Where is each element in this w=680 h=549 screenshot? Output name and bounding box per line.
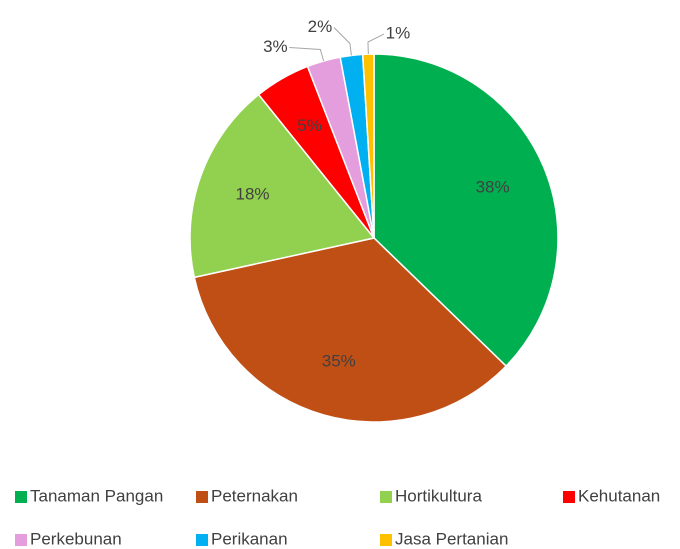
legend-label: Perikanan	[211, 529, 288, 548]
data-label: 5%	[297, 116, 322, 135]
data-label: 35%	[322, 351, 356, 370]
legend-swatch	[380, 534, 392, 546]
legend-swatch	[196, 534, 208, 546]
data-label: 38%	[476, 177, 510, 196]
pie-slice	[189, 93, 376, 279]
legend-label: Jasa Pertanian	[395, 529, 508, 548]
legend-swatch	[563, 491, 575, 503]
data-label: 18%	[236, 185, 270, 204]
pie-slice	[361, 53, 375, 239]
leader-line	[367, 33, 385, 55]
legend-label: Tanaman Pangan	[30, 486, 163, 505]
legend-swatch	[380, 491, 392, 503]
legend-label: Perkebunan	[30, 529, 122, 548]
leader-line	[333, 27, 352, 56]
legend-label: Peternakan	[211, 486, 298, 505]
legend-swatch	[196, 491, 208, 503]
pie-slice	[373, 53, 559, 368]
data-label: 1%	[386, 24, 411, 43]
data-label: 2%	[308, 17, 333, 36]
legend-label: Hortikultura	[395, 486, 482, 505]
pie-slice	[193, 237, 508, 423]
legend-label: Kehutanan	[578, 486, 660, 505]
legend-swatch	[15, 534, 27, 546]
legend-swatch	[15, 491, 27, 503]
leader-line	[289, 46, 325, 62]
data-label: 3%	[263, 37, 288, 56]
